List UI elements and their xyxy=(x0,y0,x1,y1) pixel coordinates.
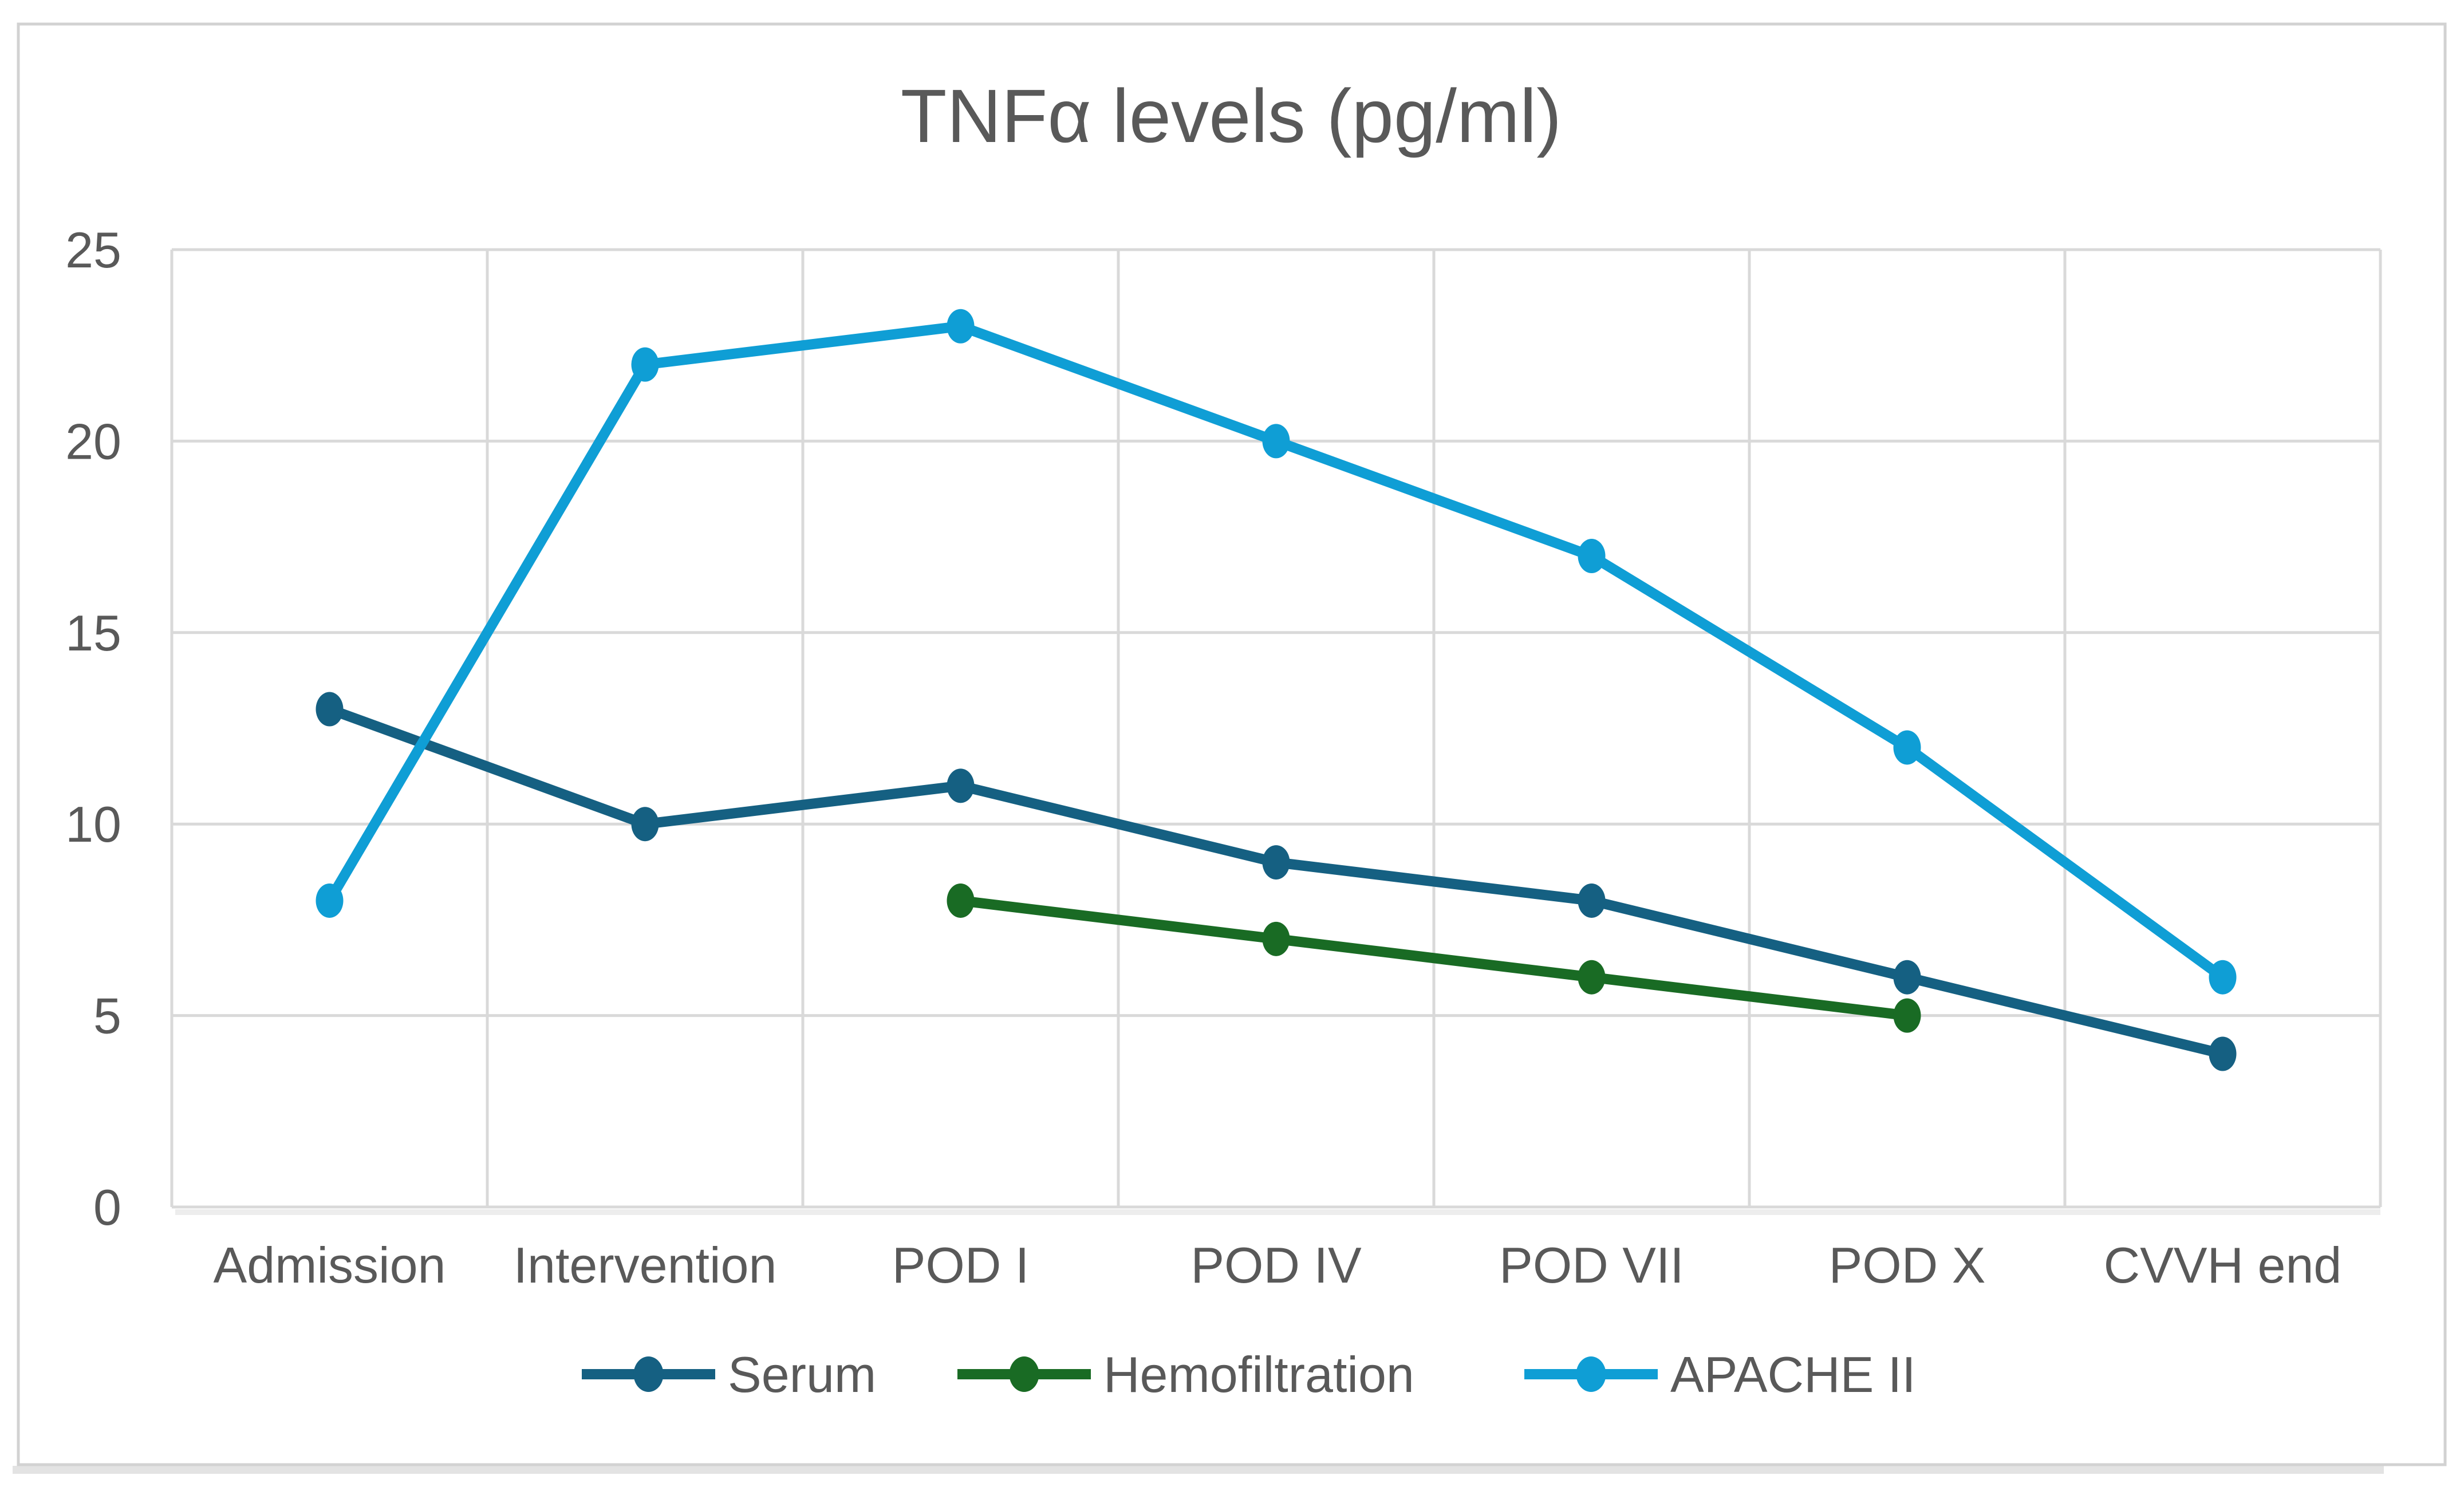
data-point xyxy=(947,883,975,918)
data-point xyxy=(947,309,975,344)
data-point xyxy=(316,883,344,918)
data-point xyxy=(1262,424,1290,459)
y-axis-labels: 0 5 10 15 20 25 xyxy=(65,222,121,1236)
x-tick-label: POD I xyxy=(892,1237,1030,1293)
series-layer xyxy=(316,309,2237,1071)
data-point xyxy=(1262,921,1290,956)
data-point xyxy=(1578,960,1606,995)
x-tick-label: CVVH end xyxy=(2104,1237,2342,1293)
x-axis-labels: Admission Intervention POD I POD IV POD VII P… xyxy=(214,1237,2342,1293)
chart-title: TNFα levels (pg/ml) xyxy=(901,74,1562,158)
series-apache-ii xyxy=(316,309,2237,995)
data-point xyxy=(947,768,975,803)
x-tick-label: POD X xyxy=(1829,1237,1986,1293)
data-point xyxy=(2209,960,2237,995)
y-tick-label: 20 xyxy=(65,413,121,470)
legend: Serum Hemofiltration APACHE II xyxy=(582,1346,1916,1403)
data-point xyxy=(1578,883,1606,918)
legend-item-serum: Serum xyxy=(582,1346,876,1403)
data-point xyxy=(631,807,659,842)
data-point xyxy=(631,347,659,382)
legend-marker-dot xyxy=(1009,1356,1039,1392)
data-point xyxy=(1893,998,1921,1033)
chart-frame xyxy=(17,22,2447,1466)
data-point xyxy=(1893,730,1921,765)
series-hemofiltration xyxy=(947,883,1921,1033)
x-tick-label: Intervention xyxy=(514,1237,777,1293)
x-tick-label: Admission xyxy=(214,1237,446,1293)
data-point xyxy=(2209,1036,2237,1071)
gridlines xyxy=(170,248,2382,1209)
series-line-hemofiltration xyxy=(955,895,1913,1021)
legend-label: Hemofiltration xyxy=(1103,1346,1414,1403)
series-serum xyxy=(316,692,2237,1071)
data-point xyxy=(316,692,344,727)
data-point xyxy=(1578,539,1606,574)
legend-label: APACHE II xyxy=(1670,1346,1916,1403)
data-point xyxy=(1893,960,1921,995)
legend-marker-dot xyxy=(1576,1356,1606,1392)
x-tick-label: POD IV xyxy=(1190,1237,1362,1293)
legend-item-hemofiltration: Hemofiltration xyxy=(957,1346,1414,1403)
y-tick-label: 25 xyxy=(65,222,121,278)
y-tick-label: 5 xyxy=(93,988,121,1044)
legend-label: Serum xyxy=(728,1346,876,1403)
x-tick-label: POD VII xyxy=(1499,1237,1684,1293)
plot-area-shadow xyxy=(175,1209,2380,1215)
y-tick-label: 15 xyxy=(65,605,121,661)
y-tick-label: 10 xyxy=(65,796,121,853)
data-point xyxy=(1262,845,1290,880)
legend-item-apache-ii: APACHE II xyxy=(1524,1346,1916,1403)
frame-shadow-band xyxy=(13,1466,2384,1474)
y-tick-label: 0 xyxy=(93,1179,121,1236)
legend-marker-dot xyxy=(633,1356,664,1392)
